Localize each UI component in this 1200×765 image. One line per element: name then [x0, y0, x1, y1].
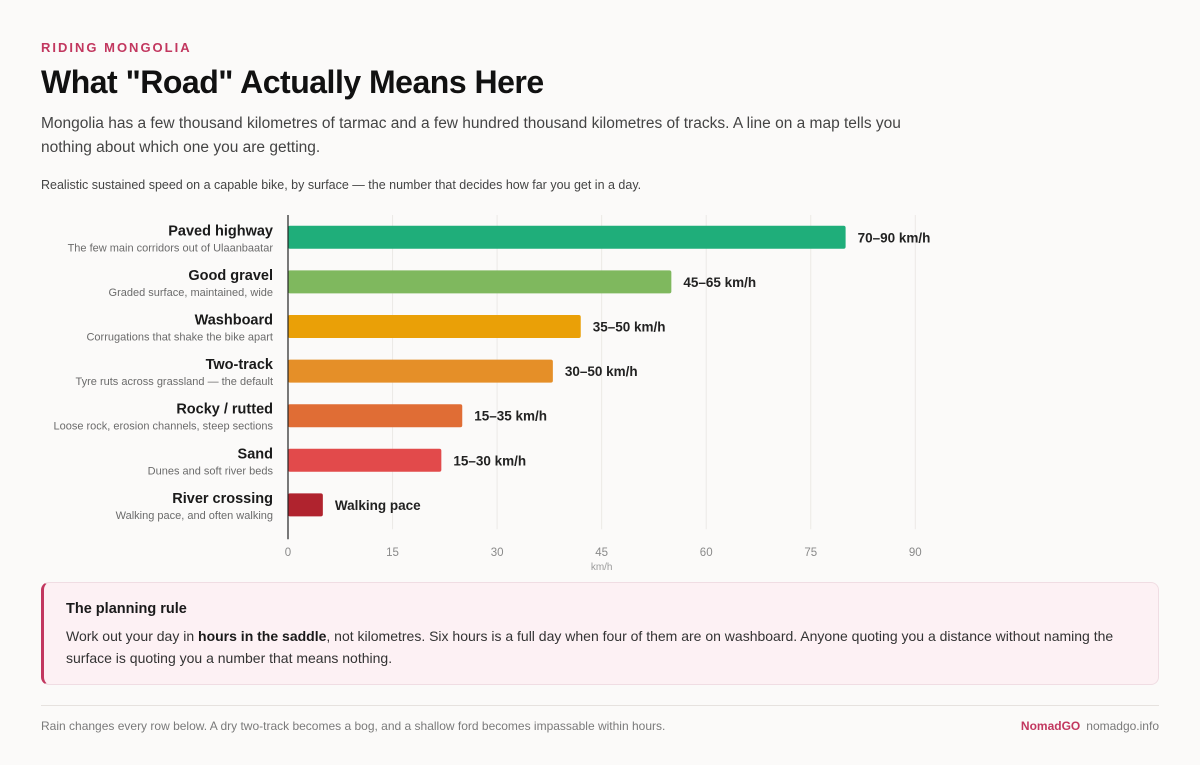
eyebrow-label: RIDING MONGOLIA	[41, 40, 192, 55]
bar	[288, 315, 581, 338]
callout-title: The planning rule	[66, 601, 187, 617]
x-tick-label: 90	[909, 547, 922, 559]
value-label: 15–35 km/h	[474, 409, 547, 424]
category-description: The few main corridors out of Ulaanbaata…	[68, 242, 274, 254]
x-axis-label: km/h	[591, 562, 613, 570]
category-name: Two-track	[206, 357, 274, 373]
brand-name: NomadGO	[1020, 719, 1081, 733]
category-description: Corrugations that shake the bike apart	[86, 332, 273, 344]
brand-site: nomadgo.info	[1086, 719, 1159, 733]
category-name: Rocky / rutted	[176, 402, 273, 418]
value-label: 15–30 km/h	[453, 453, 526, 468]
value-label: Walking pace	[335, 498, 421, 513]
footer-note: Rain changes every row below. A dry two-…	[41, 719, 666, 733]
callout-body: Work out your day in hours in the saddle…	[66, 625, 1136, 669]
bar	[288, 225, 846, 249]
category-name: Sand	[238, 446, 273, 462]
value-label: 70–90 km/h	[858, 230, 931, 245]
category-name: Paved highway	[168, 223, 273, 239]
intro-text: Mongolia has a few thousand kilometres o…	[41, 115, 901, 156]
footer-brand: NomadGO nomadgo.info	[1021, 719, 1159, 733]
x-tick-label: 60	[700, 547, 713, 559]
value-label: 30–50 km/h	[565, 364, 638, 379]
callout-body-post: , not kilometres. Six hours is a full da…	[66, 628, 1114, 666]
category-name: Washboard	[195, 313, 273, 329]
category-description: Dunes and soft river beds	[148, 465, 274, 477]
callout-body-bold: hours in the saddle	[198, 628, 327, 644]
bar	[288, 493, 323, 517]
x-tick-label: 15	[386, 547, 399, 559]
category-name: River crossing	[172, 491, 273, 507]
category-name: Good gravel	[188, 268, 273, 284]
category-description: Tyre ruts across grassland — the default	[76, 376, 273, 388]
x-tick-label: 75	[804, 547, 817, 559]
x-tick-label: 45	[595, 547, 608, 559]
chart-caption: Realistic sustained speed on a capable b…	[41, 178, 642, 192]
x-tick-label: 30	[491, 547, 504, 559]
bar	[288, 448, 442, 472]
bar	[288, 404, 463, 428]
category-description: Graded surface, maintained, wide	[109, 287, 273, 299]
callout-body-pre: Work out your day in	[66, 628, 199, 644]
value-label: 45–65 km/h	[683, 275, 756, 290]
planning-rule-callout: The planning rule Work out your day in h…	[41, 582, 1159, 685]
bar	[288, 359, 553, 383]
footer-divider	[41, 705, 1159, 706]
category-description: Walking pace, and often walking	[116, 510, 273, 522]
category-description: Loose rock, erosion channels, steep sect…	[53, 421, 273, 433]
bar	[288, 270, 672, 294]
speed-bar-chart: 70–90 km/h Paved highway The few main corr…	[53, 215, 931, 570]
page-title: What "Road" Actually Means Here	[41, 64, 544, 100]
x-tick-label: 0	[285, 547, 291, 559]
value-label: 35–50 km/h	[593, 320, 666, 335]
